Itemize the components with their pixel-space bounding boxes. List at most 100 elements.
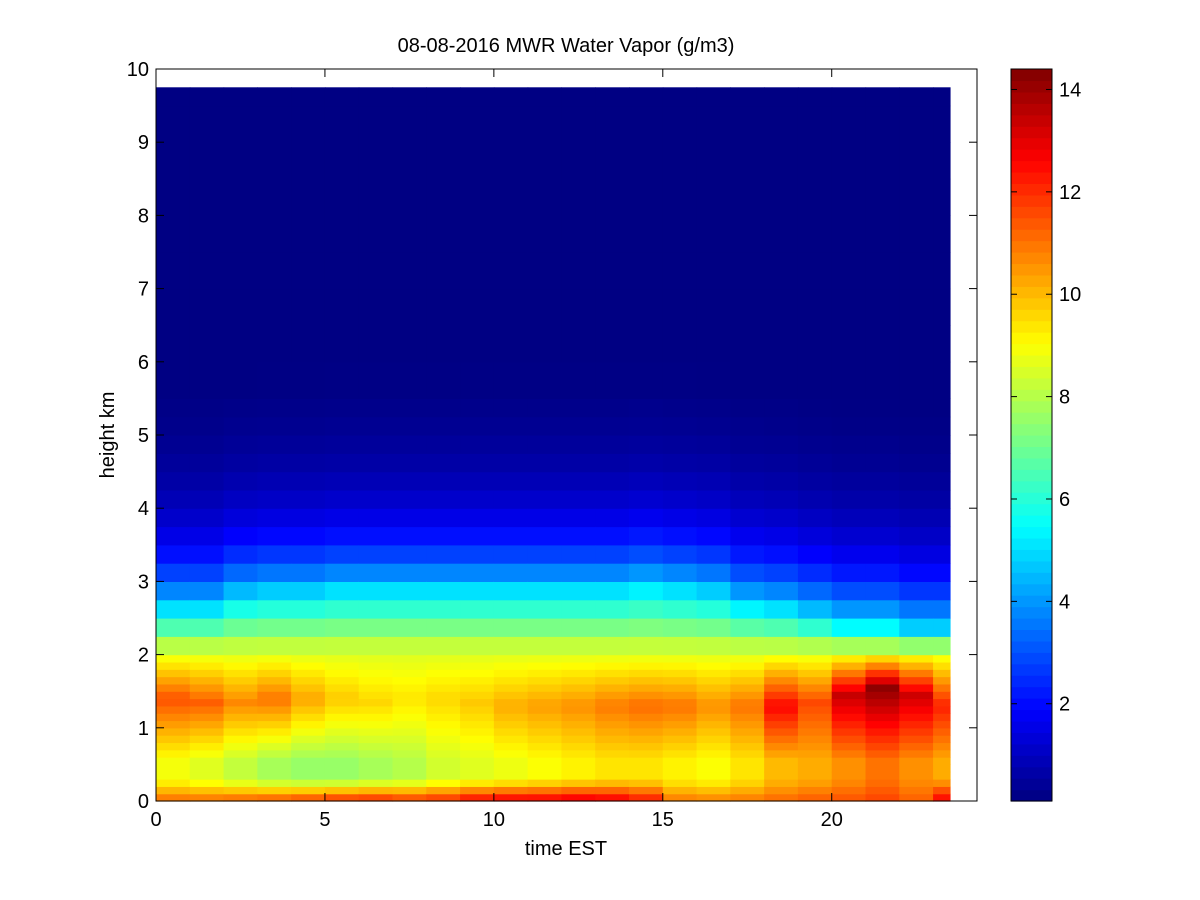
heatmap-cell xyxy=(933,416,951,436)
heatmap-cell xyxy=(426,786,461,795)
heatmap-cell xyxy=(493,636,529,656)
y-tick-label: 6 xyxy=(138,352,149,374)
heatmap-cell xyxy=(493,705,529,714)
heatmap-cell xyxy=(696,471,731,491)
heatmap-cell xyxy=(527,669,563,678)
heatmap-cell xyxy=(324,698,360,707)
heatmap-cell xyxy=(595,771,630,780)
heatmap-cell xyxy=(561,618,596,637)
heatmap-cell xyxy=(392,453,427,473)
colorbar-band xyxy=(1011,549,1052,562)
heatmap-cell xyxy=(899,581,934,601)
heatmap-cell xyxy=(392,87,427,107)
heatmap-cell xyxy=(291,453,326,473)
heatmap-cell xyxy=(899,526,934,546)
heatmap-cell xyxy=(764,636,799,656)
heatmap-cell xyxy=(324,142,360,180)
heatmap-cell xyxy=(223,764,258,773)
colorbar-band xyxy=(1011,560,1052,573)
heatmap-cell xyxy=(223,215,258,253)
colorbar-band xyxy=(1011,732,1052,745)
heatmap-cell xyxy=(831,654,867,663)
heatmap-cell xyxy=(223,727,258,736)
colorbar-band xyxy=(1011,412,1052,425)
heatmap-cell xyxy=(831,705,867,714)
heatmap-cell xyxy=(797,636,833,656)
heatmap-cell xyxy=(156,563,191,582)
heatmap-cell xyxy=(595,215,630,253)
heatmap-cell xyxy=(493,742,529,751)
heatmap-cell xyxy=(324,178,360,216)
heatmap-cell xyxy=(629,793,664,802)
heatmap-cell xyxy=(595,727,630,736)
heatmap-cell xyxy=(730,691,765,700)
heatmap-cell xyxy=(493,749,529,758)
colorbar-band xyxy=(1011,469,1052,482)
heatmap-cell xyxy=(865,779,900,787)
heatmap-cell xyxy=(358,489,394,509)
heatmap-cell xyxy=(392,252,427,290)
heatmap-cell xyxy=(257,713,292,722)
heatmap-cell xyxy=(460,453,495,473)
heatmap-cell xyxy=(358,508,394,528)
heatmap-cell xyxy=(899,252,934,290)
heatmap-cell xyxy=(527,618,563,637)
heatmap-cell xyxy=(899,683,934,692)
heatmap-cell xyxy=(189,544,225,564)
heatmap-cell xyxy=(324,215,360,253)
heatmap-cell xyxy=(358,757,394,765)
heatmap-cell xyxy=(561,453,596,473)
heatmap-cell xyxy=(527,749,563,758)
heatmap-cell xyxy=(696,435,731,454)
heatmap-cell xyxy=(764,705,799,714)
heatmap-cell xyxy=(899,599,934,619)
heatmap-cell xyxy=(527,713,563,722)
heatmap-cell xyxy=(595,471,630,491)
heatmap-cell xyxy=(460,654,495,663)
heatmap-cell xyxy=(189,654,225,663)
heatmap-cell xyxy=(865,435,900,454)
heatmap-cell xyxy=(358,683,394,692)
heatmap-cell xyxy=(291,361,326,399)
heatmap-cell xyxy=(831,398,867,418)
heatmap-cell xyxy=(899,435,934,454)
heatmap-cell xyxy=(460,252,495,290)
heatmap-cell xyxy=(662,453,698,473)
heatmap-cell xyxy=(764,727,799,736)
heatmap-cell xyxy=(899,669,934,678)
heatmap-cell xyxy=(865,669,900,678)
heatmap-cell xyxy=(797,727,833,736)
heatmap-cell xyxy=(899,489,934,509)
heatmap-cell xyxy=(156,435,191,454)
colorbar-band xyxy=(1011,675,1052,688)
heatmap-cell xyxy=(392,636,427,656)
heatmap-cell xyxy=(561,779,596,787)
heatmap-cell xyxy=(223,489,258,509)
heatmap-cell xyxy=(561,727,596,736)
heatmap-cell xyxy=(493,471,529,491)
heatmap-cell xyxy=(561,683,596,692)
heatmap-cell xyxy=(324,691,360,700)
heatmap-cell xyxy=(629,87,664,107)
heatmap-cell xyxy=(933,325,951,363)
heatmap-cell xyxy=(865,288,900,326)
heatmap-cell xyxy=(764,453,799,473)
heatmap-cell xyxy=(730,786,765,795)
heatmap-cell xyxy=(865,757,900,765)
heatmap-cell xyxy=(629,735,664,744)
heatmap-cell xyxy=(392,786,427,795)
heatmap-cell xyxy=(696,416,731,436)
heatmap-cell xyxy=(291,720,326,729)
heatmap-cell xyxy=(460,526,495,546)
heatmap-cell xyxy=(223,178,258,216)
heatmap-cell xyxy=(426,563,461,582)
heatmap-cell xyxy=(595,252,630,290)
heatmap-cell xyxy=(764,661,799,670)
heatmap-cell xyxy=(797,398,833,418)
heatmap-cell xyxy=(865,508,900,528)
heatmap-cell xyxy=(561,771,596,780)
heatmap-cell xyxy=(865,416,900,436)
colorbar-band xyxy=(1011,537,1052,550)
heatmap-cell xyxy=(460,544,495,564)
heatmap-cell xyxy=(493,676,529,685)
